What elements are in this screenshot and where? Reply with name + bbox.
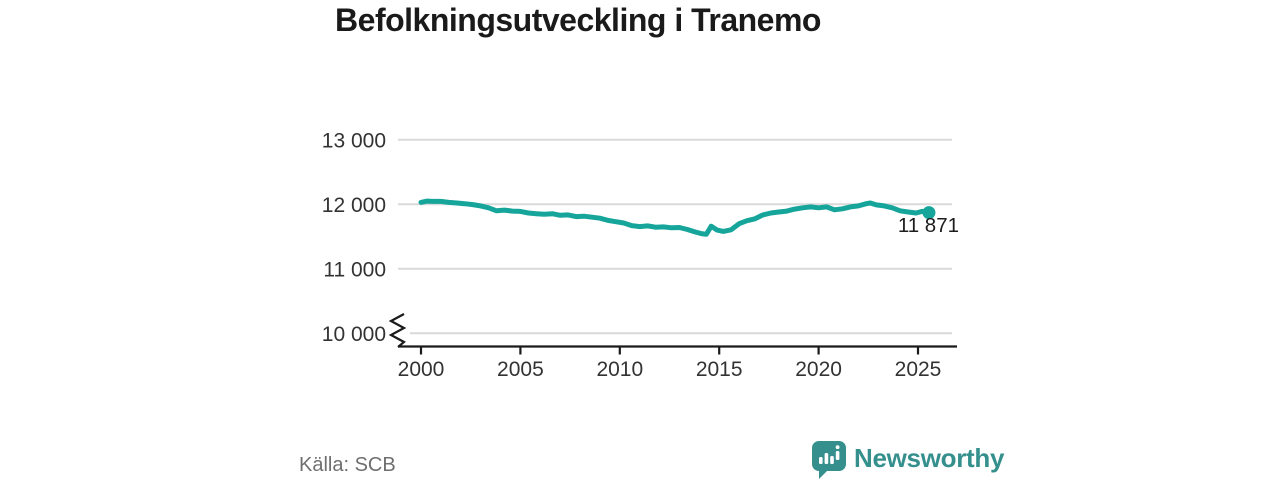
- x-tick-label: 2015: [696, 358, 743, 381]
- y-tick-label: 10 000: [322, 323, 386, 346]
- newsworthy-speech-bubble-bar-chart-icon: [812, 441, 846, 479]
- axis-break-zigzag: [388, 313, 407, 348]
- population-line: [418, 198, 932, 237]
- x-tick-label: 2000: [398, 358, 445, 381]
- latest-value-label: 11 871: [898, 214, 959, 237]
- y-tick-label: 13 000: [322, 129, 386, 152]
- chart-title: Befolkningsutveckling i Tranemo: [335, 2, 821, 38]
- x-tick-label: 2005: [497, 358, 544, 381]
- y-tick-label: 11 000: [323, 258, 386, 281]
- x-tick-label: 2025: [895, 358, 942, 381]
- x-tick-label: 2020: [795, 358, 842, 381]
- newsworthy-logo: Newsworthy: [812, 441, 1004, 479]
- latest-point-dot: [922, 206, 936, 220]
- newsworthy-logo-text: Newsworthy: [854, 442, 1005, 473]
- source-note: Källa: SCB: [299, 454, 396, 476]
- y-tick-label: 12 000: [322, 194, 386, 217]
- x-tick-label: 2010: [596, 358, 643, 381]
